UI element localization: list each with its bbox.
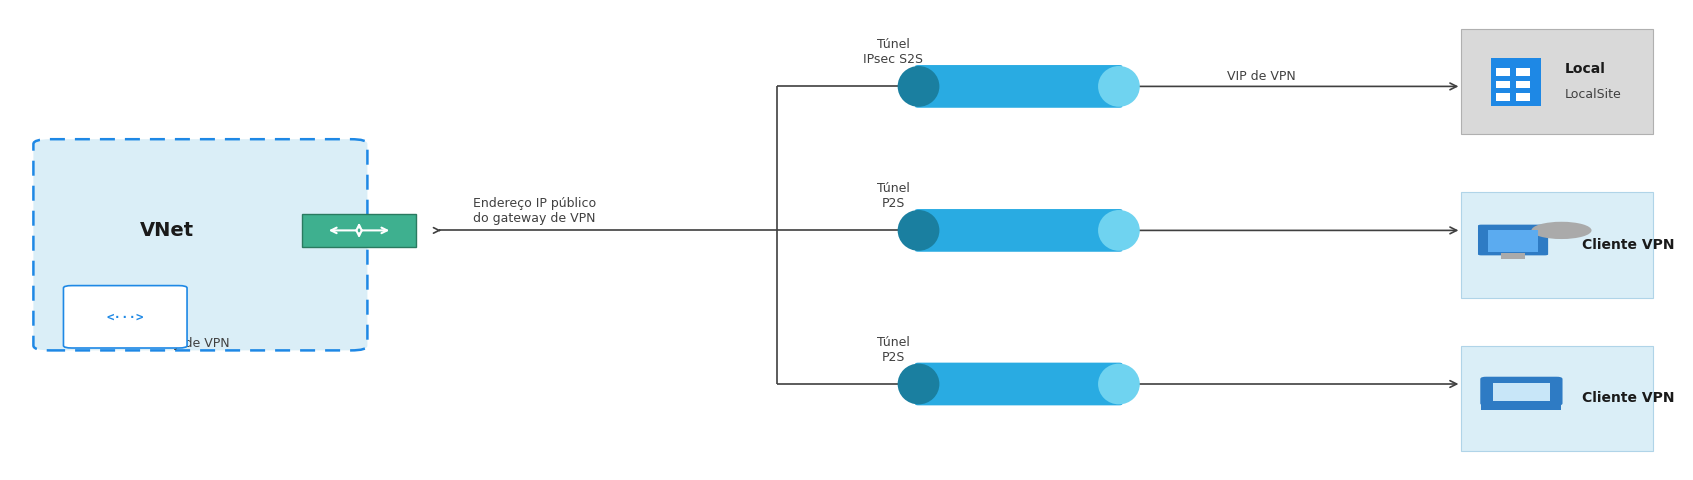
FancyBboxPatch shape (916, 65, 1122, 108)
Text: Cliente VPN: Cliente VPN (1581, 238, 1674, 252)
Text: Cliente VPN: Cliente VPN (1581, 391, 1674, 406)
Text: Gateway de VPN: Gateway de VPN (125, 336, 230, 350)
FancyBboxPatch shape (1517, 81, 1530, 88)
Text: Túnel
P2S: Túnel P2S (877, 182, 909, 210)
FancyBboxPatch shape (1517, 93, 1530, 101)
FancyBboxPatch shape (1461, 346, 1654, 451)
Ellipse shape (1099, 210, 1139, 251)
Text: VNet: VNet (141, 221, 195, 240)
FancyBboxPatch shape (1481, 378, 1561, 405)
Ellipse shape (897, 66, 940, 107)
FancyBboxPatch shape (34, 139, 367, 350)
FancyBboxPatch shape (1502, 253, 1525, 259)
Text: VIP de VPN: VIP de VPN (1226, 70, 1295, 84)
FancyBboxPatch shape (1461, 29, 1654, 134)
Text: Túnel
IPsec S2S: Túnel IPsec S2S (863, 38, 923, 66)
Ellipse shape (1099, 66, 1139, 107)
FancyBboxPatch shape (916, 363, 1122, 405)
Text: Endereço IP público
do gateway de VPN: Endereço IP público do gateway de VPN (472, 197, 596, 225)
FancyBboxPatch shape (1481, 402, 1561, 410)
FancyBboxPatch shape (1493, 383, 1549, 401)
Text: Túnel
P2S: Túnel P2S (877, 336, 909, 364)
Text: Local: Local (1564, 62, 1605, 76)
FancyBboxPatch shape (1497, 93, 1510, 101)
Ellipse shape (897, 210, 940, 251)
Ellipse shape (1099, 364, 1139, 404)
Ellipse shape (897, 364, 940, 404)
FancyBboxPatch shape (1497, 68, 1510, 76)
FancyBboxPatch shape (916, 209, 1122, 252)
FancyBboxPatch shape (1488, 230, 1539, 252)
FancyBboxPatch shape (1492, 58, 1541, 106)
FancyBboxPatch shape (63, 286, 186, 348)
Circle shape (1532, 222, 1591, 239)
FancyBboxPatch shape (1478, 225, 1547, 255)
Text: <···>: <···> (107, 310, 144, 324)
FancyBboxPatch shape (1497, 81, 1510, 88)
FancyBboxPatch shape (1461, 192, 1654, 298)
Text: LocalSite: LocalSite (1564, 88, 1622, 101)
FancyBboxPatch shape (1517, 68, 1530, 76)
